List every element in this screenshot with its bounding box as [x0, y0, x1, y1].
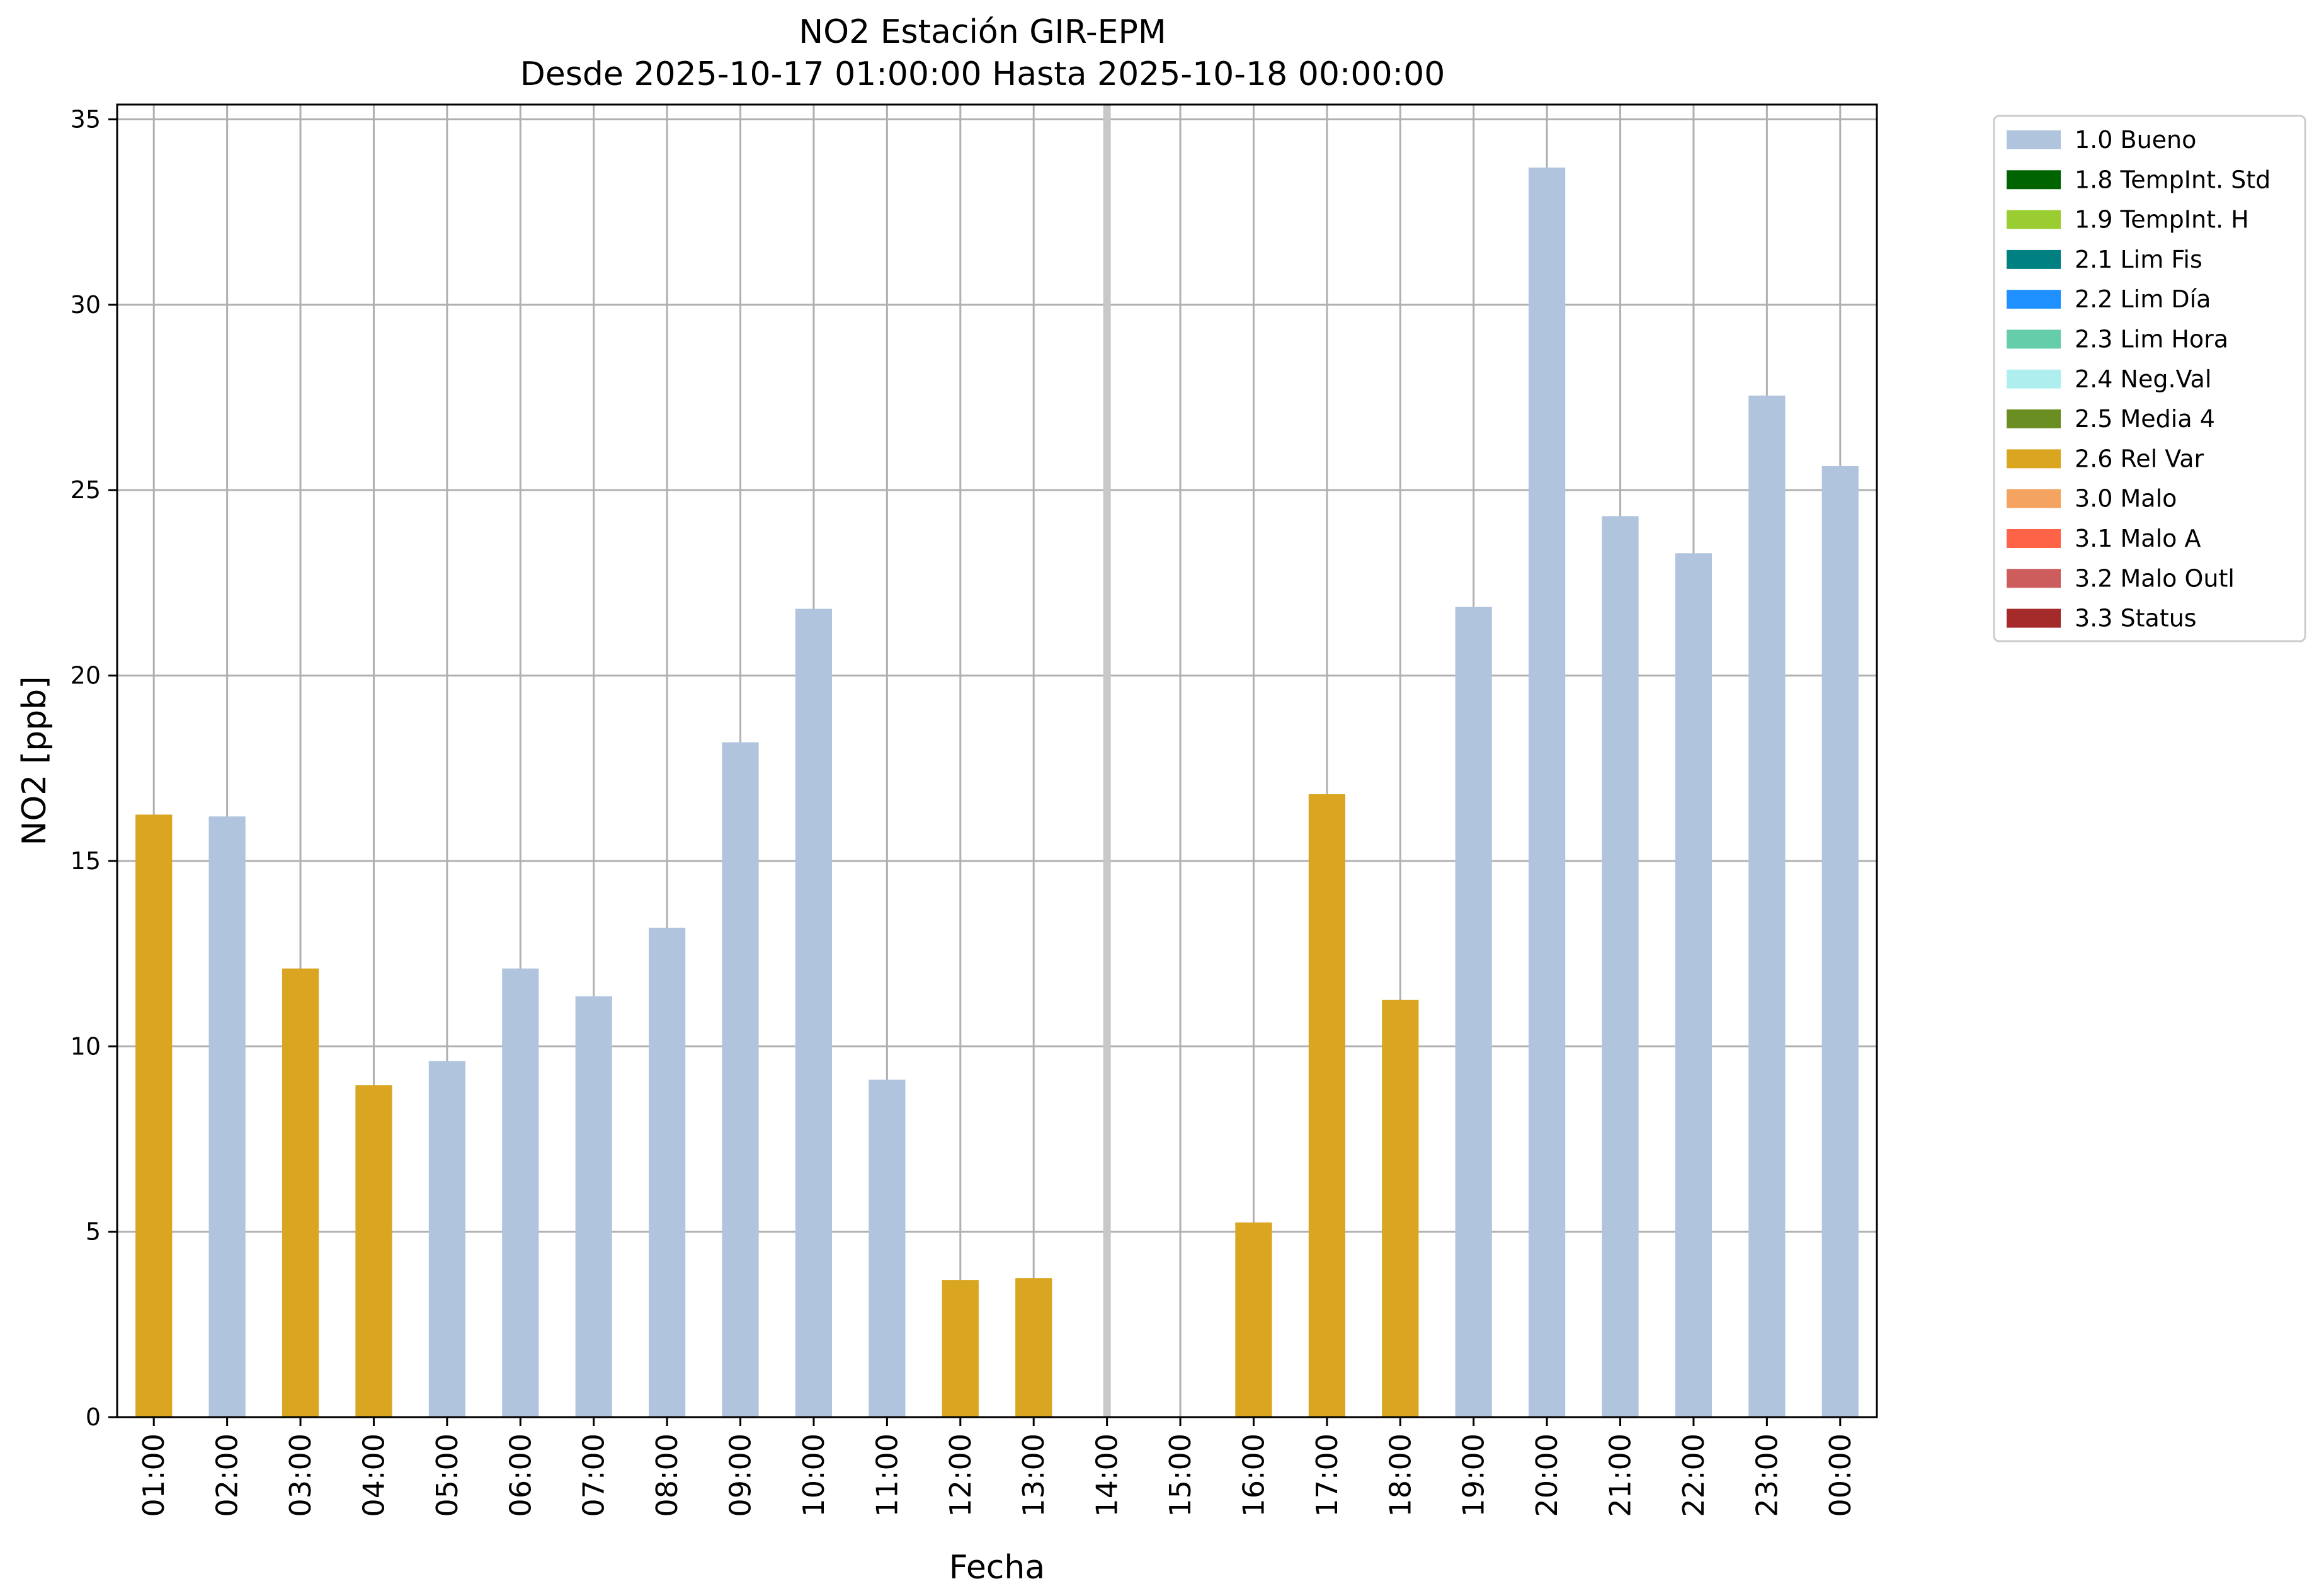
- bar: [502, 968, 539, 1417]
- legend-label: 2.2 Lim Día: [2075, 285, 2211, 313]
- bar: [208, 816, 246, 1417]
- x-tick-label: 00:00: [1823, 1434, 1857, 1517]
- legend-swatch: [2007, 529, 2061, 548]
- bar: [795, 608, 833, 1417]
- legend-label: 2.6 Rel Var: [2075, 445, 2204, 472]
- y-axis-label: NO2 [ppb]: [16, 676, 54, 845]
- bar: [1675, 553, 1712, 1418]
- x-tick-label: 19:00: [1457, 1434, 1491, 1517]
- legend-label: 1.8 TempInt. Std: [2075, 166, 2271, 193]
- y-tick-label: 35: [71, 106, 101, 134]
- legend-swatch: [2007, 329, 2061, 349]
- legend-swatch: [2007, 489, 2061, 508]
- bar: [575, 996, 612, 1417]
- x-axis-ticks: 01:00 02:00 03:00 04:00 05:00 06:00 07:00 08:00…: [137, 1417, 1857, 1517]
- chart-title: NO2 Estación GIR-EPM: [799, 13, 1166, 51]
- x-tick-label: 23:00: [1750, 1434, 1784, 1517]
- legend-swatch: [2007, 449, 2061, 469]
- legend-swatch: [2007, 569, 2061, 588]
- legend-label: 2.3 Lim Hora: [2075, 326, 2228, 353]
- legend-label: 2.5 Media 4: [2075, 405, 2215, 433]
- legend-label: 3.2 Malo Outl: [2075, 564, 2235, 592]
- legend-swatch: [2007, 409, 2061, 429]
- legend-label: 3.3 Status: [2075, 605, 2197, 632]
- bar: [1015, 1278, 1052, 1417]
- x-tick-label: 02:00: [210, 1434, 244, 1517]
- x-tick-label: 15:00: [1163, 1434, 1197, 1517]
- bar: [1308, 794, 1345, 1417]
- y-tick-label: 5: [86, 1218, 101, 1246]
- legend-swatch: [2007, 249, 2061, 269]
- bar: [649, 927, 686, 1417]
- x-tick-label: 21:00: [1604, 1434, 1638, 1517]
- legend-swatch: [2007, 210, 2061, 229]
- x-tick-label: 12:00: [943, 1434, 977, 1517]
- y-tick-label: 30: [71, 291, 101, 319]
- x-tick-label: 16:00: [1236, 1434, 1270, 1517]
- legend-label: 3.1 Malo A: [2075, 525, 2201, 552]
- bar: [722, 742, 759, 1417]
- x-axis-label: Fecha: [949, 1549, 1045, 1587]
- x-tick-label: 20:00: [1530, 1434, 1564, 1517]
- x-tick-label: 05:00: [430, 1434, 464, 1517]
- legend-label: 2.1 Lim Fis: [2075, 246, 2202, 273]
- x-tick-label: 07:00: [577, 1434, 611, 1517]
- y-tick-label: 25: [71, 476, 101, 504]
- x-tick-label: 22:00: [1677, 1434, 1711, 1517]
- y-tick-label: 20: [71, 662, 101, 690]
- bar: [942, 1280, 979, 1417]
- bar: [1382, 1000, 1419, 1417]
- legend-swatch: [2007, 130, 2061, 149]
- legend-swatch: [2007, 290, 2061, 309]
- bar: [355, 1085, 392, 1417]
- bar: [135, 814, 173, 1417]
- y-tick-label: 0: [86, 1403, 101, 1431]
- bar: [1602, 516, 1639, 1417]
- bar: [1529, 168, 1566, 1417]
- legend-swatch: [2007, 170, 2061, 190]
- legend-frame: [1993, 115, 2306, 642]
- bar: [282, 968, 319, 1417]
- chart-subtitle: Desde 2025-10-17 01:00:00 Hasta 2025-10-…: [520, 55, 1445, 93]
- x-tick-label: 06:00: [503, 1434, 537, 1517]
- legend-swatch: [2007, 608, 2061, 628]
- x-tick-label: 18:00: [1383, 1434, 1417, 1517]
- x-tick-label: 09:00: [724, 1434, 758, 1517]
- bar: [1748, 396, 1786, 1418]
- plot-frame: [116, 103, 1878, 1418]
- bar: [1821, 465, 1859, 1417]
- legend-label: 3.0 Malo: [2075, 485, 2177, 513]
- bars: [135, 168, 1859, 1418]
- x-tick-label: 13:00: [1017, 1434, 1051, 1517]
- legend: 1.0 Bueno 1.8 TempInt. Std 1.9 TempInt. H 2…: [1993, 115, 2306, 642]
- y-tick-label: 10: [71, 1032, 101, 1060]
- x-tick-label: 08:00: [650, 1434, 684, 1517]
- legend-label: 2.4 Neg.Val: [2075, 365, 2211, 393]
- x-tick-label: 17:00: [1310, 1434, 1344, 1517]
- legend-label: 1.9 TempInt. H: [2075, 206, 2249, 234]
- y-axis-ticks: 0 5 10 15 20 25 30 35: [71, 106, 117, 1431]
- x-tick-label: 03:00: [283, 1434, 317, 1517]
- x-tick-label: 11:00: [870, 1434, 904, 1517]
- legend-swatch: [2007, 369, 2061, 389]
- legend-label: 1.0 Bueno: [2075, 126, 2196, 154]
- x-tick-label: 14:00: [1090, 1434, 1124, 1517]
- x-tick-label: 01:00: [137, 1434, 171, 1517]
- bar: [1455, 607, 1492, 1418]
- x-tick-label: 04:00: [356, 1434, 390, 1517]
- bar: [428, 1061, 465, 1417]
- bar: [1235, 1222, 1272, 1417]
- bar: [869, 1080, 906, 1417]
- x-tick-label: 10:00: [797, 1434, 831, 1517]
- y-tick-label: 15: [71, 847, 101, 875]
